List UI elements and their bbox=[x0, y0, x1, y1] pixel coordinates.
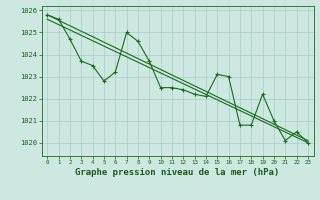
X-axis label: Graphe pression niveau de la mer (hPa): Graphe pression niveau de la mer (hPa) bbox=[76, 168, 280, 177]
